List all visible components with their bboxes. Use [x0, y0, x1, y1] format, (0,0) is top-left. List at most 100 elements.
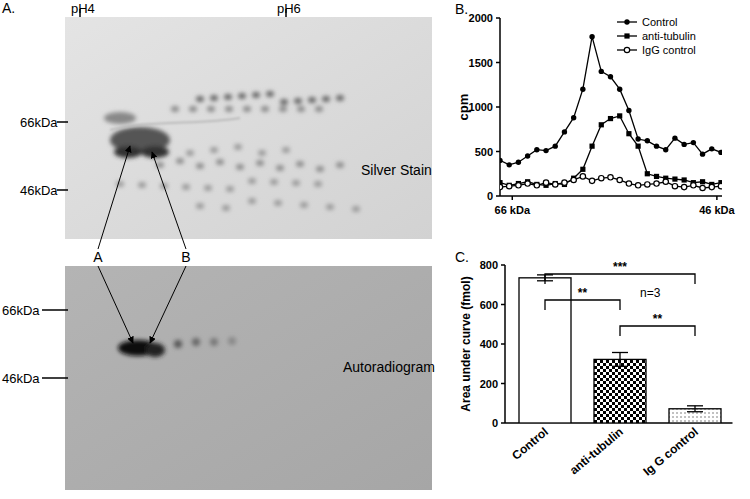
spot	[256, 160, 264, 166]
panel-label: A.	[2, 0, 15, 16]
spot	[138, 182, 146, 188]
y-tick	[496, 195, 500, 197]
mw-label: 66kDa	[20, 115, 58, 130]
error-line	[694, 406, 695, 412]
point	[553, 143, 558, 148]
spot	[174, 340, 182, 348]
point	[681, 142, 686, 147]
spot	[104, 112, 136, 124]
point	[682, 177, 687, 182]
annotation: n=3	[640, 286, 661, 300]
point	[718, 150, 722, 155]
error-cap	[687, 405, 703, 406]
spot	[292, 180, 300, 186]
spot	[314, 181, 322, 187]
spot	[248, 178, 256, 184]
point	[534, 182, 539, 187]
spot	[279, 106, 287, 112]
spot	[196, 203, 204, 209]
gel-crease	[110, 118, 240, 130]
spot	[266, 91, 274, 97]
spot	[216, 159, 224, 165]
y-tick-label: 400	[480, 338, 498, 350]
point	[525, 181, 530, 186]
spot	[182, 184, 190, 190]
spot	[171, 106, 179, 112]
error-bar	[687, 406, 703, 412]
legend-label: Control	[642, 16, 677, 28]
point	[599, 69, 604, 74]
spot	[238, 93, 246, 99]
arrow	[150, 266, 186, 343]
spot	[336, 95, 344, 101]
spot-label: A	[93, 249, 103, 265]
y-tick	[501, 343, 505, 345]
spot	[296, 161, 304, 167]
y-tick-label: 500	[475, 146, 493, 158]
spot-label: B	[181, 249, 190, 265]
y-tick	[501, 264, 505, 266]
point	[672, 176, 677, 181]
ph-label: pH4	[71, 1, 95, 16]
legend-label: anti-tubulin	[642, 30, 696, 42]
spot	[326, 204, 334, 210]
point	[654, 143, 659, 148]
legend: Controlanti-tubulinIgG control	[617, 16, 696, 56]
point	[626, 181, 631, 186]
x-tick	[512, 196, 514, 200]
arrow	[152, 152, 186, 249]
point	[571, 177, 576, 182]
significance-label: ***	[613, 260, 627, 274]
point	[507, 184, 512, 189]
spot	[297, 106, 305, 112]
y-tick	[496, 17, 500, 19]
y-tick	[501, 383, 505, 385]
point	[709, 184, 714, 189]
spot	[228, 337, 236, 345]
y-tick	[501, 422, 505, 424]
point	[681, 184, 686, 189]
spot	[189, 106, 197, 112]
point	[645, 138, 650, 143]
spot	[274, 200, 282, 206]
axis-title: Area under curve (fmol)	[459, 276, 473, 411]
error-bar	[612, 352, 628, 366]
spot	[316, 166, 324, 172]
spot	[224, 94, 232, 100]
gel-spots	[104, 91, 360, 212]
point	[516, 183, 521, 188]
significance-bracket	[620, 326, 695, 336]
y-tick	[501, 304, 505, 306]
point	[589, 34, 594, 39]
spot	[261, 106, 269, 112]
point	[700, 185, 705, 190]
y-tick	[496, 151, 500, 153]
point	[617, 87, 622, 92]
panel-a: A.pH4pH666kDa46kDaSilver Stain66kDa46kDa…	[2, 0, 435, 490]
point	[608, 116, 613, 121]
spot	[315, 106, 323, 112]
x-tick	[716, 196, 718, 200]
point	[507, 162, 512, 167]
point	[553, 181, 558, 186]
point	[589, 178, 594, 183]
spot	[236, 164, 244, 170]
spot	[145, 343, 165, 357]
mw-label: 46kDa	[2, 371, 40, 386]
spot	[322, 96, 330, 102]
point	[580, 87, 585, 92]
point	[599, 176, 604, 181]
spot	[300, 202, 308, 208]
spot	[270, 179, 278, 185]
point	[691, 140, 696, 145]
error-cap	[612, 352, 628, 353]
spot	[210, 95, 218, 101]
point	[700, 179, 705, 184]
spot	[252, 92, 260, 98]
ph-label: pH6	[277, 1, 301, 16]
point	[571, 115, 576, 120]
y-tick-label: 1500	[469, 57, 493, 69]
point	[543, 180, 548, 185]
error-line	[619, 352, 620, 366]
spot	[210, 338, 218, 346]
